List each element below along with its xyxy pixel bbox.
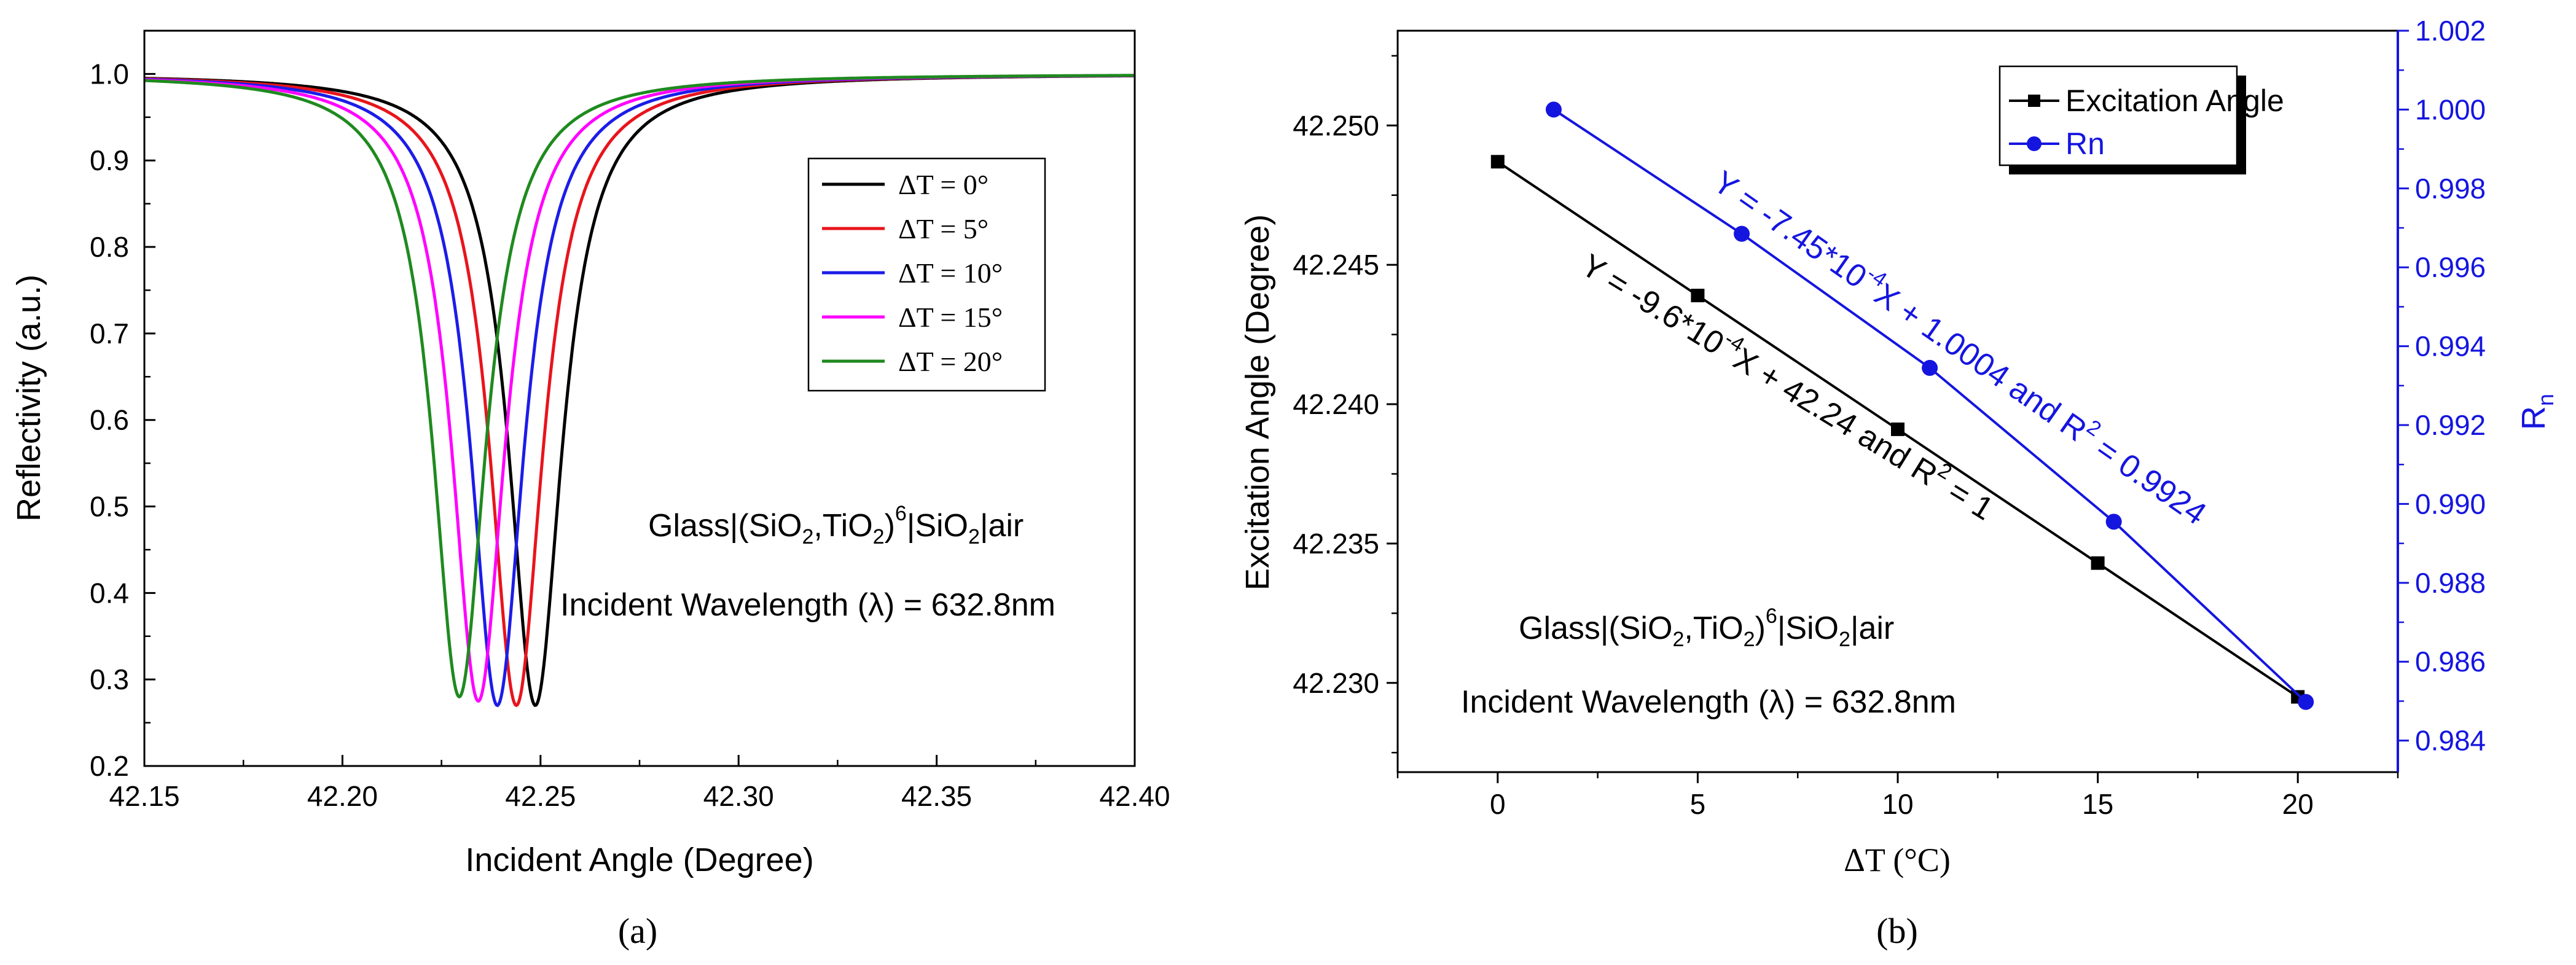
a-x-tick-label: 42.30 — [703, 780, 774, 812]
b-legend-label-rn: Rn — [2065, 127, 2105, 161]
a-legend-box — [807, 157, 1046, 392]
b-right-y-ticks: 0.984 0.986 0.988 0.990 0.992 0.994 0.996 0.998… — [2398, 15, 2486, 757]
b-marker-square — [1490, 155, 1505, 169]
a-y-tick-label: 0.7 — [90, 318, 129, 350]
a-y-tick-label: 0.2 — [90, 750, 129, 782]
a-y-tick-label: 0.8 — [90, 231, 129, 263]
b-marker-circle — [1922, 359, 1938, 376]
b-marker-square — [1891, 422, 1905, 436]
a-curves — [144, 74, 1135, 708]
b-wavelength-annotation: Incident Wavelength (λ) = 632.8nm — [1461, 684, 1956, 720]
a-y-tick-label: 1.0 — [90, 58, 129, 90]
a-legend-label: ΔT = 20° — [898, 346, 1003, 377]
b-marker-circle — [2298, 693, 2314, 710]
b-right-y-tick-label: 0.994 — [2415, 330, 2486, 362]
a-series-line-4 — [144, 74, 1135, 699]
a-y-axis-label: Reflectivity (a.u.) — [10, 275, 47, 522]
b-legend-marker-circle — [2027, 136, 2042, 151]
a-caption: (a) — [618, 911, 657, 951]
b-caption: (b) — [1876, 911, 1918, 951]
a-x-tick-label: 42.40 — [1099, 780, 1170, 812]
a-legend: ΔT = 0° ΔT = 5° ΔT = 10° ΔT = 15° ΔT = 20° — [807, 157, 1046, 392]
a-structure-annotation: Glass|(SiO2,TiO2)6|SiO2|air — [648, 502, 1024, 549]
b-marker-circle — [2105, 514, 2122, 530]
b-right-y-tick-label: 0.984 — [2415, 725, 2486, 757]
a-x-axis-label: Incident Angle (Degree) — [465, 842, 813, 878]
a-legend-label: ΔT = 15° — [898, 302, 1003, 333]
b-right-y-tick-label: 0.998 — [2415, 173, 2486, 205]
a-x-tick-label: 42.15 — [109, 780, 179, 812]
a-y-tick-label: 0.5 — [90, 491, 129, 523]
b-structure-annotation: Glass|(SiO2,TiO2)6|SiO2|air — [1519, 604, 1894, 651]
b-right-y-tick-label: 0.990 — [2415, 488, 2486, 520]
b-left-y-tick-label: 42.235 — [1293, 528, 1379, 560]
b-right-y-tick-label: 0.986 — [2415, 646, 2486, 678]
b-left-y-tick-label: 42.250 — [1293, 109, 1379, 141]
b-series — [1490, 101, 2314, 710]
b-x-tick-label: 15 — [2082, 788, 2113, 820]
b-x-axis-label: ΔT (°C) — [1844, 842, 1951, 878]
a-x-tick-label: 42.35 — [901, 780, 972, 812]
a-x-tick-label: 42.25 — [505, 780, 576, 812]
a-legend-label: ΔT = 10° — [898, 257, 1003, 289]
b-legend-label-excitation: Excitation Angle — [2065, 84, 2284, 118]
b-right-y-axis-label: Rn — [2515, 394, 2558, 430]
b-left-y-tick-label: 42.245 — [1293, 249, 1379, 281]
a-y-tick-label: 0.4 — [90, 577, 129, 609]
a-y-tick-label: 0.6 — [90, 404, 129, 436]
a-legend-label: ΔT = 5° — [898, 213, 989, 244]
b-x-tick-label: 10 — [1882, 788, 1913, 820]
b-marker-circle — [1734, 225, 1750, 242]
b-left-y-tick-label: 42.240 — [1293, 388, 1379, 420]
b-left-y-tick-label: 42.230 — [1293, 667, 1379, 699]
b-x-ticks: 0 5 10 15 20 — [1396, 772, 2399, 820]
b-x-tick-label: 0 — [1490, 788, 1506, 820]
b-legend: Excitation Angle Rn — [1999, 65, 2284, 174]
a-y-tick-label: 0.3 — [90, 663, 129, 695]
b-marker-square — [2091, 556, 2105, 570]
b-left-y-axis-label: Excitation Angle (Degree) — [1239, 214, 1276, 590]
b-right-y-tick-label: 1.002 — [2415, 15, 2486, 47]
b-right-y-tick-label: 0.988 — [2415, 567, 2486, 599]
b-right-y-tick-label: 0.992 — [2415, 409, 2486, 441]
b-marker-circle — [1545, 101, 1562, 118]
a-x-ticks: 42.15 42.20 42.25 42.30 42.35 42.40 — [109, 755, 1170, 812]
b-x-tick-label: 20 — [2282, 788, 2314, 820]
a-legend-label: ΔT = 0° — [898, 169, 989, 200]
a-x-tick-label: 42.20 — [307, 780, 378, 812]
b-right-y-tick-label: 0.996 — [2415, 251, 2486, 283]
a-y-ticks: 0.2 0.3 0.4 0.5 0.6 0.7 0.8 0.9 1.0 — [90, 58, 155, 782]
b-marker-square — [1691, 289, 1705, 303]
b-right-y-tick-label: 1.000 — [2415, 93, 2486, 125]
panel-a: 42.15 42.20 42.25 42.30 42.35 42.40 0.2 0.3 0.4… — [10, 29, 1170, 951]
b-legend-marker-square — [2028, 95, 2040, 107]
b-x-tick-label: 5 — [1690, 788, 1706, 820]
a-wavelength-annotation: Incident Wavelength (λ) = 632.8nm — [560, 587, 1055, 623]
b-left-y-ticks: 42.230 42.235 42.240 42.245 42.250 — [1293, 55, 1398, 754]
a-y-tick-label: 0.9 — [90, 144, 129, 176]
